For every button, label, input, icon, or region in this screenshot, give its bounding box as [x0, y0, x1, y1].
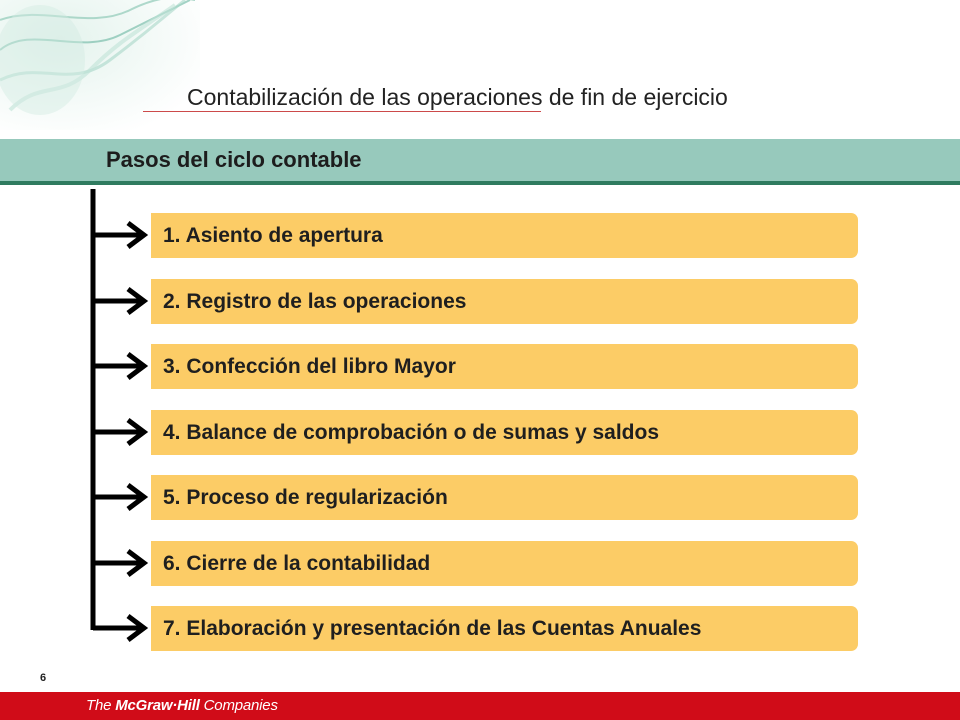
footer-bar: The McGraw·Hill Companies	[0, 692, 960, 720]
logo-prefix: The	[86, 697, 116, 714]
step-4-label: 4. Balance de comprobación o de sumas y …	[163, 420, 660, 444]
publisher-logo: The McGraw·Hill Companies	[86, 697, 278, 714]
step-7: 7. Elaboración y presentación de las Cue…	[151, 606, 858, 651]
slide-title: Contabilización de las operaciones de fi…	[187, 84, 728, 110]
step-3-label: 3. Confección del libro Mayor	[163, 354, 456, 378]
title-underline	[143, 111, 541, 112]
logo-suffix: Companies	[199, 697, 278, 714]
step-4: 4. Balance de comprobación o de sumas y …	[151, 410, 858, 455]
step-1: 1. Asiento de apertura	[151, 213, 858, 258]
section-band: Pasos del ciclo contable	[0, 139, 960, 185]
step-2: 2. Registro de las operaciones	[151, 279, 858, 324]
step-1-label: 1. Asiento de apertura	[163, 223, 383, 247]
step-7-label: 7. Elaboración y presentación de las Cue…	[163, 616, 702, 640]
decorative-swirl-graphic	[0, 0, 200, 130]
step-5-label: 5. Proceso de regularización	[163, 485, 448, 509]
step-2-label: 2. Registro de las operaciones	[163, 289, 467, 313]
logo-brand: McGraw·Hill	[115, 697, 200, 714]
section-title: Pasos del ciclo contable	[106, 147, 362, 172]
page-number: 6	[40, 672, 47, 684]
step-5: 5. Proceso de regularización	[151, 475, 858, 520]
step-6-label: 6. Cierre de la contabilidad	[163, 551, 431, 575]
step-3: 3. Confección del libro Mayor	[151, 344, 858, 389]
step-6: 6. Cierre de la contabilidad	[151, 541, 858, 586]
